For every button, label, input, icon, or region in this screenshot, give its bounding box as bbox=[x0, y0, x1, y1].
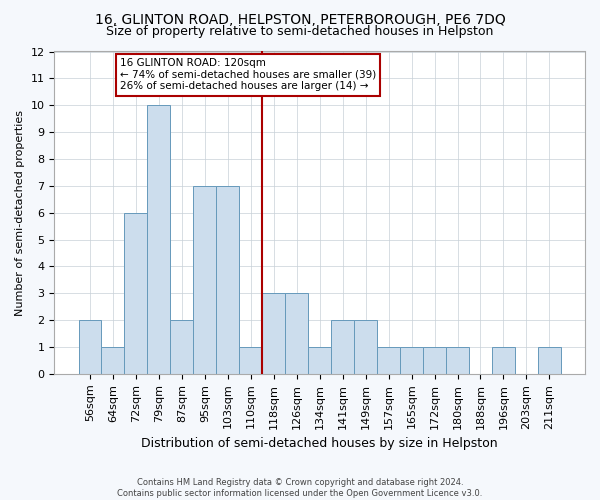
Bar bbox=[239, 347, 262, 374]
Text: Contains HM Land Registry data © Crown copyright and database right 2024.
Contai: Contains HM Land Registry data © Crown c… bbox=[118, 478, 482, 498]
Bar bbox=[377, 347, 400, 374]
Bar bbox=[400, 347, 423, 374]
Bar bbox=[331, 320, 354, 374]
Bar bbox=[148, 105, 170, 374]
X-axis label: Distribution of semi-detached houses by size in Helpston: Distribution of semi-detached houses by … bbox=[142, 437, 498, 450]
Bar bbox=[285, 294, 308, 374]
Bar bbox=[492, 347, 515, 374]
Bar bbox=[446, 347, 469, 374]
Y-axis label: Number of semi-detached properties: Number of semi-detached properties bbox=[15, 110, 25, 316]
Text: Size of property relative to semi-detached houses in Helpston: Size of property relative to semi-detach… bbox=[106, 25, 494, 38]
Bar bbox=[193, 186, 217, 374]
Bar bbox=[423, 347, 446, 374]
Bar bbox=[217, 186, 239, 374]
Bar bbox=[101, 347, 124, 374]
Bar bbox=[124, 212, 148, 374]
Bar bbox=[538, 347, 561, 374]
Bar bbox=[308, 347, 331, 374]
Bar bbox=[170, 320, 193, 374]
Text: 16 GLINTON ROAD: 120sqm
← 74% of semi-detached houses are smaller (39)
26% of se: 16 GLINTON ROAD: 120sqm ← 74% of semi-de… bbox=[120, 58, 376, 92]
Bar bbox=[262, 294, 285, 374]
Bar bbox=[79, 320, 101, 374]
Bar bbox=[354, 320, 377, 374]
Text: 16, GLINTON ROAD, HELPSTON, PETERBOROUGH, PE6 7DQ: 16, GLINTON ROAD, HELPSTON, PETERBOROUGH… bbox=[95, 12, 505, 26]
